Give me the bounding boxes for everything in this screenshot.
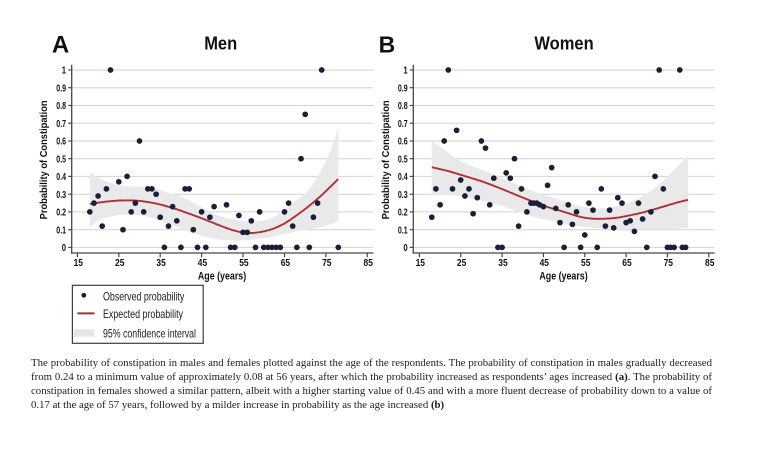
svg-text:0.3: 0.3 <box>398 190 408 201</box>
svg-text:Probability of Constipation: Probability of Constipation <box>381 100 392 219</box>
svg-text:1: 1 <box>62 66 66 77</box>
svg-text:0.9: 0.9 <box>56 83 66 94</box>
svg-text:0: 0 <box>403 243 407 254</box>
svg-text:A: A <box>52 32 69 59</box>
svg-text:Men: Men <box>204 34 237 54</box>
svg-text:0.8: 0.8 <box>398 101 408 112</box>
svg-text:0.2: 0.2 <box>398 208 408 219</box>
svg-text:B: B <box>379 32 396 58</box>
svg-text:0.4: 0.4 <box>398 172 408 183</box>
svg-text:75: 75 <box>664 258 674 269</box>
svg-text:1: 1 <box>403 66 407 77</box>
svg-text:0.6: 0.6 <box>398 137 408 148</box>
svg-text:55: 55 <box>239 258 249 269</box>
svg-text:25: 25 <box>457 258 467 269</box>
svg-text:35: 35 <box>498 258 508 269</box>
svg-text:25: 25 <box>115 258 125 269</box>
svg-text:65: 65 <box>281 258 291 269</box>
svg-text:0: 0 <box>62 243 66 254</box>
svg-text:0.1: 0.1 <box>398 225 408 236</box>
svg-text:Observed probability: Observed probability <box>103 289 184 303</box>
svg-text:0.6: 0.6 <box>56 137 66 148</box>
svg-text:0.5: 0.5 <box>56 154 66 165</box>
svg-text:75: 75 <box>322 258 332 269</box>
svg-text:Women: Women <box>534 34 593 54</box>
svg-text:Age (years): Age (years) <box>539 271 588 283</box>
svg-text:Expected probability: Expected probability <box>103 307 183 321</box>
svg-text:15: 15 <box>74 258 84 269</box>
svg-text:0.1: 0.1 <box>56 225 66 236</box>
svg-text:0.7: 0.7 <box>398 119 408 130</box>
svg-text:Probability of Constipation: Probability of Constipation <box>39 100 50 219</box>
svg-text:15: 15 <box>416 258 426 269</box>
svg-text:65: 65 <box>622 258 632 269</box>
svg-text:85: 85 <box>705 258 715 269</box>
svg-text:0.3: 0.3 <box>56 190 66 201</box>
svg-text:45: 45 <box>540 258 550 269</box>
svg-text:0.9: 0.9 <box>398 83 408 94</box>
svg-text:85: 85 <box>364 258 374 269</box>
svg-text:0.2: 0.2 <box>56 208 66 219</box>
svg-text:55: 55 <box>581 258 591 269</box>
svg-text:95% confidence interval: 95% confidence interval <box>103 327 196 341</box>
svg-text:0.7: 0.7 <box>56 119 66 130</box>
svg-text:0.8: 0.8 <box>56 101 66 112</box>
svg-text:35: 35 <box>156 258 166 269</box>
svg-text:45: 45 <box>198 258 208 269</box>
svg-text:0.4: 0.4 <box>56 172 66 183</box>
svg-text:Age (years): Age (years) <box>198 271 247 283</box>
svg-text:0.5: 0.5 <box>398 154 408 165</box>
